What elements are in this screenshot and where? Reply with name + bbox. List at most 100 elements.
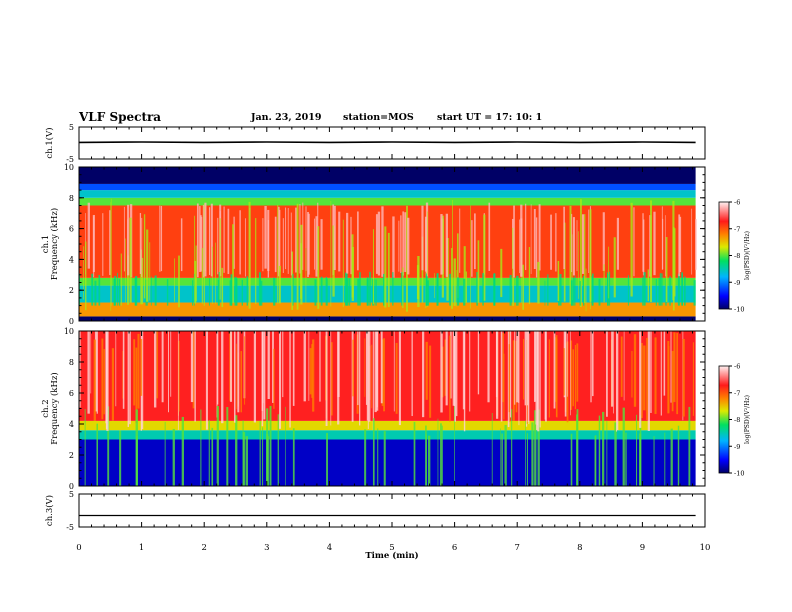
spectrogram-streak (639, 415, 642, 486)
spectrogram-band (79, 331, 696, 421)
spectrogram-streak (233, 216, 235, 269)
spectrogram-streak (101, 338, 104, 420)
spectrogram-streak (200, 409, 202, 486)
spectrogram-streak (537, 261, 540, 304)
spectrogram-streak (262, 331, 264, 404)
spectrogram-band (79, 183, 696, 191)
colorbar-tick-label: -6 (734, 363, 740, 371)
spectrogram-streak (140, 339, 143, 396)
spectrogram-streak (150, 276, 152, 306)
spectrogram-streak (566, 331, 568, 397)
spectrogram-streak (611, 331, 614, 407)
spectrogram-streak (154, 275, 157, 306)
spectrogram-streak (441, 215, 444, 298)
spectrogram-streak (192, 280, 194, 306)
spectrogram-streak (277, 206, 280, 277)
spectrogram-streak (535, 217, 538, 278)
spectrogram-streak (348, 278, 351, 306)
spectrogram-streak (92, 214, 95, 273)
spectrogram-streak (571, 213, 573, 273)
spectrogram-streak (367, 331, 369, 429)
spectrogram-streak (576, 220, 578, 272)
spectrogram-streak (127, 204, 130, 276)
spectrogram-streak (111, 348, 115, 421)
spectrogram-streak (426, 434, 427, 486)
spectrogram-streak (194, 260, 197, 304)
spectrogram-streak (308, 331, 310, 401)
spectrogram-streak (166, 279, 169, 306)
spectrogram-streak (470, 205, 471, 309)
spectrogram-streak (266, 408, 269, 486)
spectrogram-streak (465, 271, 467, 303)
spectrogram-streak (653, 211, 656, 276)
x-tick-label: 0 (76, 543, 81, 553)
spectrogram-streak (393, 331, 395, 412)
spectrogram-streak (193, 273, 195, 306)
spectrogram-streak (588, 209, 590, 274)
y-tick-label: 6 (69, 389, 74, 398)
spectrogram-streak (673, 332, 676, 403)
spectrogram-streak (491, 413, 493, 486)
spectrogram-streak (452, 331, 455, 406)
spectrogram-streak (557, 260, 560, 301)
spectrogram-streak (346, 278, 349, 306)
spectrogram-streak (539, 331, 541, 428)
spectrogram-streak (344, 272, 347, 306)
y-tick-label: 5 (69, 490, 74, 499)
spectrogram-streak (633, 207, 635, 277)
spectrogram-streak (451, 248, 453, 309)
spectrogram-streak (670, 428, 673, 486)
spectrogram-streak (514, 331, 516, 405)
spectrogram-streak (456, 269, 458, 307)
spectrogram-streak (682, 338, 685, 417)
spectrogram-streak (457, 233, 459, 298)
spectrogram-streak (194, 215, 195, 303)
spectrogram-streak (516, 275, 518, 306)
spectrogram-streak (530, 204, 532, 274)
spectrogram-streak (511, 409, 513, 486)
spectrogram-streak (570, 280, 573, 306)
spectrogram-streak (372, 331, 374, 431)
spectrogram-streak (196, 203, 199, 278)
spectrogram-streak (664, 432, 666, 486)
spectrogram-streak (93, 339, 96, 421)
spectrogram-streak (476, 272, 478, 306)
spectrogram-streak (642, 277, 644, 306)
spectrogram-streak (483, 214, 486, 301)
spectrogram-streak (199, 206, 201, 272)
spectrogram-streak (319, 331, 321, 402)
spectrogram-streak (524, 331, 527, 406)
spectrogram-streak (664, 215, 666, 277)
spectrogram-streak (255, 218, 257, 305)
spectrogram-streak (407, 217, 410, 275)
spectrogram-streak (267, 331, 270, 400)
spectrogram-streak (268, 436, 270, 486)
spectrogram-streak (311, 344, 313, 398)
spectrogram-streak (563, 348, 566, 396)
spectrogram-streak (141, 331, 144, 430)
spectrogram-streak (510, 331, 512, 418)
spectrogram-streak (477, 331, 480, 395)
spectrogram-streak (273, 277, 276, 306)
colorbar-tick-label: -8 (734, 416, 740, 424)
spectrogram-streak (229, 331, 233, 402)
spectrogram-streak (631, 350, 633, 398)
spectrogram-streak (106, 331, 109, 431)
spectrogram-streak (371, 344, 373, 409)
spectrogram-streak (572, 217, 575, 276)
spectrogram-streak (285, 207, 287, 270)
spectrogram-streak (398, 220, 400, 272)
spectrogram-streak (453, 258, 456, 306)
spectrogram-streak (678, 274, 680, 306)
y-tick-label: -5 (66, 155, 74, 164)
spectrogram-streak (216, 331, 219, 405)
spectrogram-streak (259, 421, 261, 486)
spectrogram-streak (98, 275, 101, 306)
y-axis-label: Frequency (kHz) (49, 208, 60, 280)
spectrogram-streak (317, 226, 320, 309)
y-tick-label: 2 (69, 451, 74, 460)
spectrogram-streak (569, 205, 572, 304)
spectrogram-streak (123, 206, 125, 272)
spectrogram-streak (642, 213, 644, 272)
spectrogram-streak (96, 423, 99, 486)
